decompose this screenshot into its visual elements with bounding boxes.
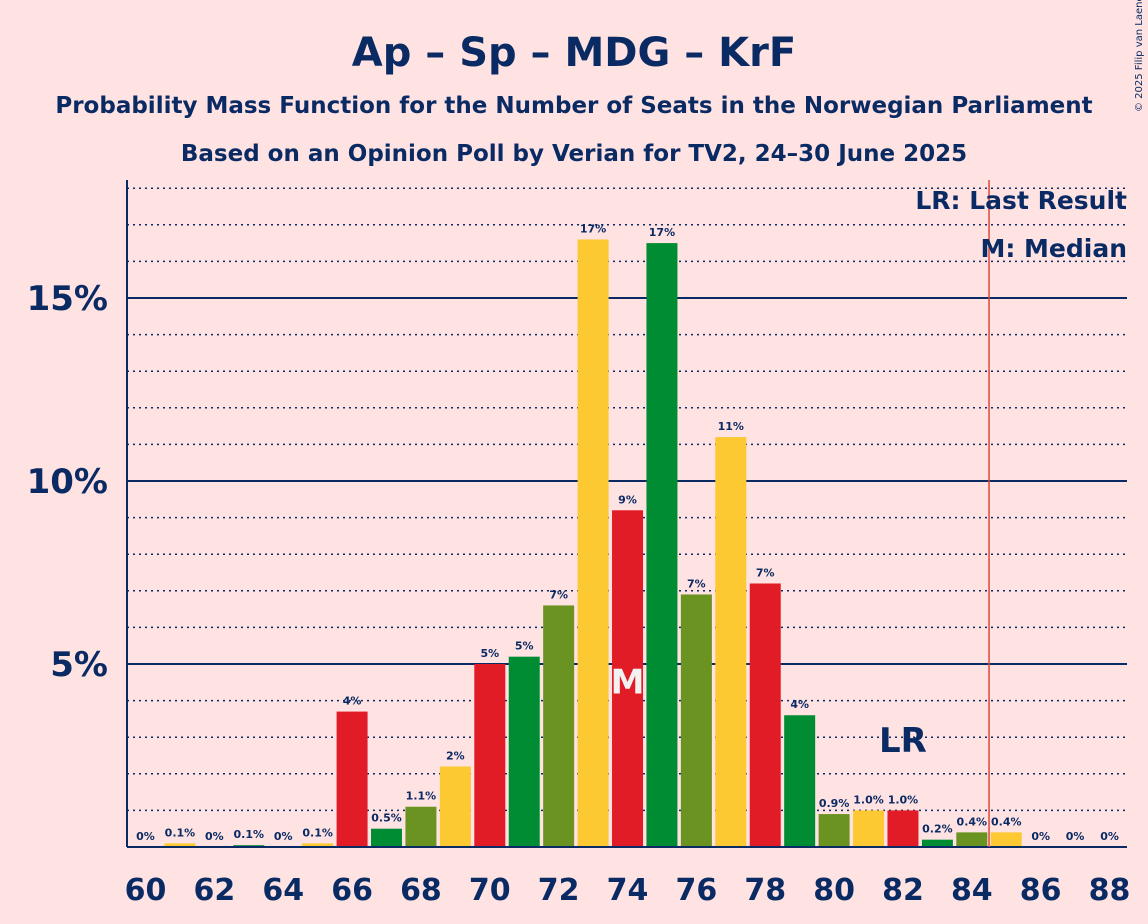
bar-66	[336, 711, 368, 847]
x-tick-label: 80	[813, 873, 855, 908]
bar-label-82: 1.0%	[888, 793, 919, 806]
y-tick-label: 10%	[27, 462, 108, 502]
bar-label-87: 0%	[1066, 830, 1085, 843]
bar-label-81: 1.0%	[853, 793, 884, 806]
bar-label-68: 1.1%	[406, 790, 437, 803]
bar-82	[887, 810, 919, 847]
x-tick-label: 74	[607, 873, 649, 908]
median-marker: M	[611, 662, 645, 702]
bar-labels: 0% 0.1% 0% 0.1% 0% 0.1% 4% 0.5% 1.1% 2% 5% 5% 7% 17% 9…	[136, 222, 1119, 843]
bar-label-67: 0.5%	[371, 812, 402, 825]
bar-70	[474, 664, 506, 847]
bar-label-79: 4%	[790, 698, 809, 711]
bar-label-77: 11%	[718, 420, 744, 433]
bar-label-71: 5%	[515, 640, 534, 653]
bar-69	[439, 766, 471, 847]
bar-label-63: 0.1%	[234, 828, 265, 841]
bar-83	[921, 839, 953, 847]
x-tick-label: 72	[538, 873, 580, 908]
x-tick-label: 64	[262, 873, 304, 908]
x-tick-label: 78	[744, 873, 786, 908]
x-tick-label: 76	[676, 873, 718, 908]
x-tick-label: 82	[882, 873, 924, 908]
bar-80	[818, 814, 850, 847]
bar-74	[612, 510, 644, 847]
bar-65	[302, 843, 334, 847]
x-tick-label: 68	[400, 873, 442, 908]
bar-75	[646, 243, 678, 848]
x-tick-label: 62	[193, 873, 235, 908]
bar-67	[371, 828, 403, 847]
bar-label-65: 0.1%	[302, 826, 333, 839]
y-tick-label: 5%	[50, 645, 108, 685]
bar-label-61: 0.1%	[165, 826, 196, 839]
bar-label-64: 0%	[274, 830, 293, 843]
bar-label-85: 0.4%	[991, 815, 1022, 828]
bar-label-80: 0.9%	[819, 797, 850, 810]
bar-label-75: 17%	[649, 226, 675, 239]
bar-76	[680, 594, 712, 847]
chart-subtitle-1: Probability Mass Function for the Number…	[55, 93, 1092, 119]
copyright-note: © 2025 Filip van Laenen	[1134, 0, 1145, 112]
bar-77	[715, 437, 747, 847]
legend-last-result: LR: Last Result	[915, 186, 1127, 215]
bar-label-60: 0%	[136, 830, 155, 843]
bar-label-73: 17%	[580, 222, 606, 235]
bar-label-78: 7%	[756, 566, 775, 579]
bar-78	[749, 583, 781, 847]
bar-label-83: 0.2%	[922, 823, 953, 836]
bar-label-86: 0%	[1031, 830, 1050, 843]
bar-68	[405, 806, 437, 847]
bar-81	[853, 810, 885, 847]
bar-label-76: 7%	[687, 577, 706, 590]
gridlines: 5% 10% 15%	[27, 187, 1127, 812]
bar-label-72: 7%	[549, 588, 568, 601]
bar-label-62: 0%	[205, 830, 224, 843]
x-tick-label: 66	[331, 873, 373, 908]
bar-73	[577, 239, 609, 847]
chart-subtitle-2: Based on an Opinion Poll by Verian for T…	[181, 141, 967, 167]
x-tick-label: 60	[125, 873, 167, 908]
y-tick-label: 15%	[27, 279, 108, 319]
bars	[164, 239, 1022, 848]
legend-median: M: Median	[980, 234, 1127, 263]
bar-79	[784, 715, 816, 847]
bar-84	[956, 832, 988, 847]
bar-85	[990, 832, 1022, 847]
bar-71	[508, 656, 540, 847]
x-tick-label: 84	[951, 873, 993, 908]
chart-title: Ap – Sp – MDG – KrF	[352, 30, 796, 76]
bar-label-69: 2%	[446, 749, 465, 762]
bar-label-66: 4%	[343, 695, 362, 708]
x-tick-label: 86	[1020, 873, 1062, 908]
axes: 60 62 64 66 68 70 72 74 76 78 80 82 84 86 88	[125, 180, 1131, 908]
bar-label-84: 0.4%	[957, 815, 988, 828]
bar-label-88: 0%	[1100, 830, 1119, 843]
bar-label-74: 9%	[618, 493, 637, 506]
bar-label-70: 5%	[480, 647, 499, 660]
x-tick-label: 88	[1089, 873, 1131, 908]
bar-61	[164, 843, 196, 847]
x-tick-label: 70	[469, 873, 511, 908]
last-result-marker: LR	[879, 721, 927, 761]
bar-72	[543, 605, 575, 847]
